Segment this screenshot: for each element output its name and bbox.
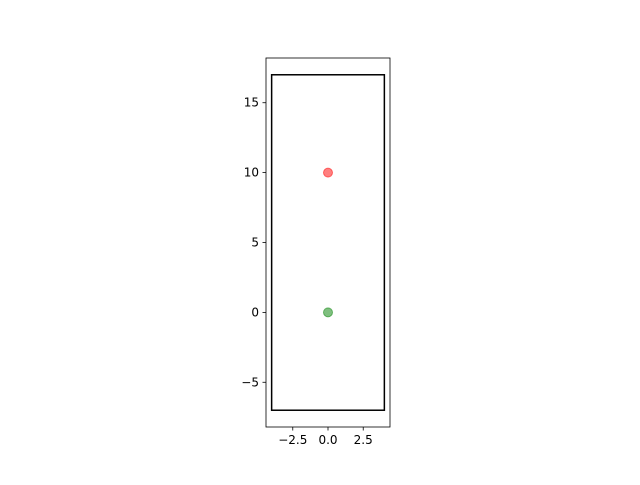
y-tick-label-2: 5 — [251, 236, 259, 250]
y-tick-label-1: 0 — [251, 305, 259, 319]
rectangle-outline — [270, 74, 386, 411]
axes-frame — [265, 57, 391, 428]
y-tick-label-3: 10 — [244, 166, 259, 180]
data-point-0 — [323, 167, 333, 178]
y-tick-label-0: −5 — [241, 375, 259, 389]
x-tick-label-1: 0.0 — [318, 433, 337, 447]
data-point-1 — [323, 307, 333, 318]
y-tick-label-4: 15 — [244, 96, 259, 110]
x-tick-label-2: 2.5 — [354, 433, 373, 447]
axes-layer: −2.5 0.0 2.5 −5 0 5 10 15 — [241, 57, 391, 447]
data-layer — [270, 74, 386, 411]
x-tick-label-0: −2.5 — [278, 433, 307, 447]
